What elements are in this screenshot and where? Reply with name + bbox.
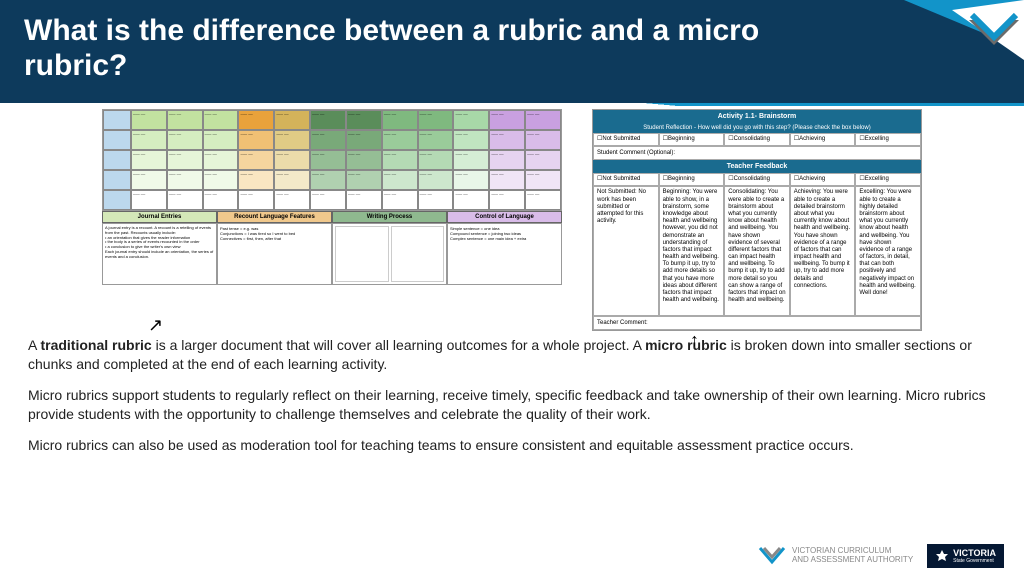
paragraph-3: Micro rubrics can also be used as modera… bbox=[28, 436, 996, 455]
arrow-icon: ↑ bbox=[690, 330, 699, 351]
micro-rubric-image: Activity 1.1- Brainstorm Student Reflect… bbox=[592, 109, 922, 331]
slide-content: ––– ––––– ––––– ––––– ––––– ––––– ––––– … bbox=[0, 103, 1024, 455]
micro-reflection-prompt: Student Reflection - How well did you go… bbox=[593, 123, 921, 133]
paragraph-1: A traditional rubric is a larger documen… bbox=[28, 336, 996, 374]
teacher-feedback-header: Teacher Feedback bbox=[593, 160, 921, 173]
traditional-rubric-image: ––– ––––– ––––– ––––– ––––– ––––– ––––– … bbox=[102, 109, 562, 285]
victoria-gov-logo: VICTORIAState Government bbox=[927, 544, 1004, 568]
footer-logos: VICTORIAN CURRICULUMAND ASSESSMENT AUTHO… bbox=[758, 544, 1004, 568]
slide-header: What is the difference between a rubric … bbox=[0, 0, 1024, 103]
vcaa-logo: VICTORIAN CURRICULUMAND ASSESSMENT AUTHO… bbox=[758, 544, 913, 568]
paragraph-2: Micro rubrics support students to regula… bbox=[28, 386, 996, 424]
slide-title: What is the difference between a rubric … bbox=[24, 14, 844, 83]
student-comment-label: Student Comment (Optional): bbox=[593, 146, 921, 160]
body-text: A traditional rubric is a larger documen… bbox=[28, 336, 996, 454]
teacher-comment-label: Teacher Comment: bbox=[593, 316, 921, 330]
rubric-images: ––– ––––– ––––– ––––– ––––– ––––– ––––– … bbox=[28, 109, 996, 331]
corner-logo bbox=[874, 0, 1024, 80]
micro-activity-title: Activity 1.1- Brainstorm bbox=[593, 110, 921, 123]
